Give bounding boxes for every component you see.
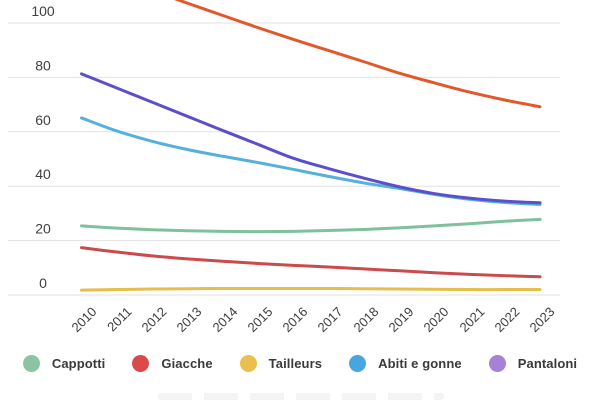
legend-dot-cappotti-icon	[22, 355, 40, 372]
y-axis-tick-label: 100	[31, 3, 55, 19]
legend-dot-giacche-icon	[132, 355, 150, 372]
y-axis-tick-label: 60	[35, 112, 51, 128]
x-axis-tick-label: 2018	[350, 304, 382, 336]
x-axis-tick-label: 2016	[279, 304, 311, 336]
legend-label: Tailleurs	[268, 356, 323, 371]
x-axis-tick-label: 2019	[385, 304, 417, 336]
legend-item-abiti-e-gonne[interactable]: Abiti e gonne	[349, 355, 462, 372]
y-axis-tick-label: 80	[35, 57, 51, 73]
x-axis-tick-label: 2021	[456, 304, 488, 336]
x-axis-tick-label: 2011	[104, 304, 135, 335]
x-axis-tick-label: 2010	[68, 304, 100, 336]
series-line-giacche	[80, 246, 542, 279]
y-axis-tick-label: 20	[35, 221, 51, 237]
y-axis-tick-label: 0	[39, 275, 47, 291]
plot-area: 0 20 40 60 80 100	[8, 0, 560, 296]
legend-item-cappotti[interactable]: Cappotti	[22, 355, 106, 372]
legend-label: Giacche	[161, 356, 213, 371]
series-line-pantaloni	[80, 72, 542, 205]
legend-label: Cappotti	[51, 356, 106, 371]
x-axis-tick-label: 2020	[420, 304, 452, 336]
legend-item-pantaloni[interactable]: Pantaloni	[488, 355, 578, 372]
x-axis-tick-label: 2012	[138, 304, 170, 336]
legend-dot-pantaloni-icon	[488, 355, 506, 372]
legend-item-giacche[interactable]: Giacche	[132, 355, 213, 372]
series-line-orange-unlabeled	[174, 0, 542, 109]
series-line-abiti-e-gonne	[80, 116, 542, 206]
x-axis-tick-label: 2017	[314, 304, 346, 336]
legend-dot-tailleurs-icon	[239, 355, 257, 372]
legend: Cappotti Giacche Tailleurs Abiti e gonne Pan…	[0, 355, 600, 372]
y-axis-tick-label: 40	[35, 166, 51, 182]
series-line-tailleurs	[80, 286, 542, 292]
x-axis-tick-label: 2013	[173, 304, 205, 336]
legend-item-tailleurs[interactable]: Tailleurs	[239, 355, 323, 372]
legend-label: Abiti e gonne	[378, 356, 462, 371]
legend-label: Pantaloni	[517, 356, 578, 371]
x-axis-tick-label: 2014	[209, 304, 241, 336]
cropped-caption	[158, 393, 444, 400]
x-axis-tick-label: 2022	[491, 304, 523, 336]
x-axis-tick-label: 2015	[244, 304, 276, 336]
x-axis-tick-label: 2023	[526, 304, 558, 336]
legend-dot-abiti-e-gonne-icon	[349, 355, 367, 372]
series-line-cappotti	[80, 217, 542, 234]
